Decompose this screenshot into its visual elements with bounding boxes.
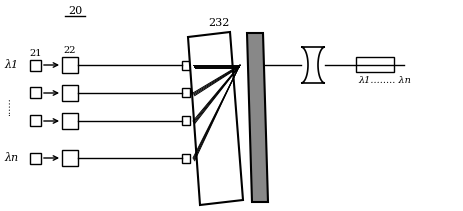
Bar [355,57,393,72]
Bar [30,153,41,164]
Bar [62,113,78,129]
Text: 21: 21 [29,49,42,58]
Polygon shape [188,32,243,205]
Bar [181,153,189,162]
Text: λn: λn [4,153,18,163]
Text: λ1: λ1 [4,60,18,70]
Bar [30,88,41,99]
Bar [181,88,189,97]
Text: λ1........ λn: λ1........ λn [357,76,410,85]
Polygon shape [300,47,324,83]
Text: 20: 20 [68,6,82,16]
Bar [30,60,41,70]
Polygon shape [246,33,268,202]
Bar [62,57,78,73]
Bar [181,116,189,126]
Bar [62,150,78,166]
Bar [30,115,41,127]
Text: ......: ...... [3,98,12,116]
Bar [62,85,78,101]
Bar [181,61,189,69]
Text: 232: 232 [207,18,229,28]
Text: 22: 22 [63,46,76,55]
